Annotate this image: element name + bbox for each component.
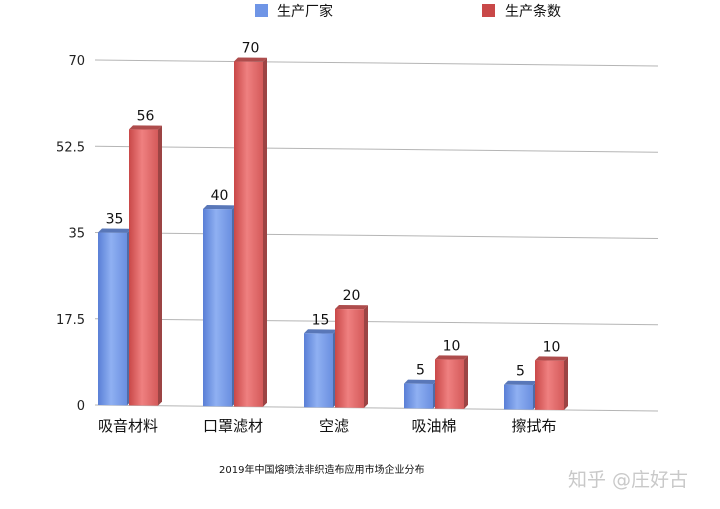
bar-manufacturers: 5 bbox=[504, 364, 537, 410]
bar-side bbox=[364, 305, 368, 408]
x-category-label: 吸油棉 bbox=[411, 417, 456, 435]
bar-top bbox=[404, 379, 437, 384]
bar-lines: 10 bbox=[435, 338, 468, 409]
gridline bbox=[94, 404, 659, 412]
legend-label-lines: 生产条数 bbox=[505, 3, 561, 20]
y-tick-label: 70 bbox=[68, 54, 85, 69]
data-label: 70 bbox=[242, 40, 260, 56]
bar-top bbox=[535, 356, 568, 361]
data-label: 56 bbox=[137, 108, 155, 124]
bar-top bbox=[203, 205, 236, 210]
watermark: 知乎 @庄好古 bbox=[568, 469, 688, 491]
bar-side bbox=[263, 57, 267, 407]
bar-front bbox=[404, 383, 433, 409]
data-label: 35 bbox=[106, 212, 124, 228]
bar-side bbox=[464, 355, 468, 409]
chart-caption: 2019年中国熔喷法非织造布应用市场企业分布 bbox=[219, 463, 424, 476]
y-tick-label: 0 bbox=[77, 399, 85, 414]
x-category-label: 口罩滤材 bbox=[203, 417, 263, 435]
bar-top bbox=[335, 304, 368, 310]
gridline bbox=[94, 59, 659, 67]
bar-manufacturers: 5 bbox=[404, 363, 437, 409]
gridlines bbox=[94, 59, 659, 412]
bar-lines: 10 bbox=[535, 339, 568, 410]
bar-front bbox=[129, 129, 158, 406]
y-tick-label: 52.5 bbox=[56, 140, 85, 155]
legend: 生产厂家 生产条数 bbox=[255, 3, 561, 20]
bar-front bbox=[435, 359, 464, 409]
bar-top bbox=[304, 329, 337, 334]
bar-front bbox=[335, 308, 364, 408]
bar-front bbox=[535, 360, 564, 410]
gridline bbox=[94, 145, 659, 153]
bar-front bbox=[504, 384, 533, 410]
legend-swatch-lines bbox=[482, 4, 495, 17]
bar-side bbox=[564, 356, 568, 410]
bar-manufacturers: 15 bbox=[304, 312, 337, 408]
y-tick-label: 35 bbox=[68, 227, 85, 242]
x-category-label: 空滤 bbox=[319, 417, 349, 435]
data-label: 15 bbox=[312, 312, 330, 328]
bar-front bbox=[203, 209, 232, 407]
bar-front bbox=[98, 232, 127, 406]
x-category-label: 擦拭布 bbox=[511, 417, 556, 435]
x-axis-categories: 吸音材料 口罩滤材 空滤 吸油棉 擦拭布 bbox=[98, 417, 557, 435]
data-label: 40 bbox=[211, 188, 229, 204]
legend-label-manufacturers: 生产厂家 bbox=[277, 3, 333, 20]
gridline bbox=[94, 318, 659, 326]
bar-top bbox=[129, 125, 162, 130]
bar-manufacturers: 40 bbox=[203, 188, 236, 407]
bar-top bbox=[234, 57, 267, 62]
data-label: 10 bbox=[443, 338, 461, 354]
bar-side bbox=[158, 125, 162, 406]
data-label: 10 bbox=[543, 339, 561, 355]
bar-top bbox=[504, 380, 537, 386]
x-category-label: 吸音材料 bbox=[98, 417, 158, 435]
y-tick-label: 17.5 bbox=[56, 313, 85, 328]
data-label: 20 bbox=[343, 288, 361, 304]
bar-front bbox=[304, 333, 333, 408]
bar-lines: 56 bbox=[129, 108, 162, 406]
bar-top bbox=[435, 355, 468, 360]
bars: 35 56 40 70 15 20 5 10 5 10 bbox=[98, 40, 568, 410]
bar-top bbox=[98, 228, 131, 233]
gridline bbox=[94, 232, 659, 239]
bar-lines: 20 bbox=[335, 288, 368, 408]
data-label: 5 bbox=[516, 364, 525, 380]
bar-manufacturers: 35 bbox=[98, 212, 131, 406]
data-label: 5 bbox=[416, 363, 425, 379]
bar-front bbox=[234, 61, 263, 407]
legend-swatch-manufacturers bbox=[255, 4, 268, 17]
bar-lines: 70 bbox=[234, 40, 267, 407]
y-axis-ticks: 0 17.5 35 52.5 70 bbox=[56, 54, 85, 414]
